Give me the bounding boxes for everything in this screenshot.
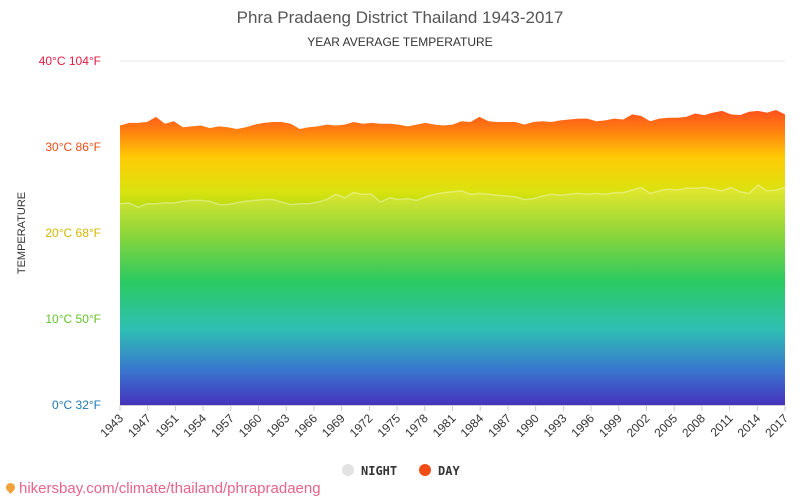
x-tick-label: 1966 — [291, 411, 320, 440]
x-tick-label: 1990 — [513, 411, 542, 440]
night-series-line — [119, 183, 786, 209]
y-tick-label: 10°C 50°F — [45, 312, 101, 326]
x-axis: 1943194719511954195719601963196619691972… — [97, 405, 791, 440]
y-tick-label: 20°C 68°F — [45, 226, 101, 240]
watermark-text: hikersbay.com/climate/thailand/phraprada… — [19, 480, 321, 497]
x-tick-label: 1981 — [430, 411, 459, 440]
x-tick-label: 2008 — [679, 411, 708, 440]
x-tick-label: 1978 — [402, 411, 431, 440]
y-axis: 0°C 32°F 10°C 50°F 20°C 68°F 30°C 86°F 40°C … — [39, 54, 101, 412]
x-tick-label: 1954 — [180, 411, 209, 440]
x-tick-label: 1975 — [374, 411, 403, 440]
location-pin-icon — [4, 481, 17, 494]
y-tick-label: 30°C 86°F — [45, 140, 101, 154]
y-axis-label: TEMPERATURE — [16, 192, 28, 274]
legend-marker — [419, 464, 431, 476]
y-tick-label: 0°C 32°F — [52, 398, 101, 412]
x-tick-label: 2005 — [652, 411, 681, 440]
x-tick-label: 1957 — [208, 411, 237, 440]
x-tick-label: 1972 — [347, 411, 376, 440]
day-series-area — [120, 110, 785, 406]
x-tick-label: 2014 — [735, 411, 764, 440]
x-tick-label: 2017 — [762, 411, 791, 440]
chart-title: Phra Pradaeng District Thailand 1943-201… — [236, 8, 564, 27]
x-tick-label: 1960 — [236, 411, 265, 440]
legend-item-night[interactable]: NIGHT — [342, 464, 397, 478]
x-tick-label: 1951 — [153, 411, 182, 440]
watermark[interactable]: hikersbay.com/climate/thailand/phraprada… — [4, 480, 321, 497]
x-tick-label: 1987 — [485, 411, 514, 440]
x-tick-label: 1969 — [319, 411, 348, 440]
x-tick-label: 2011 — [708, 411, 736, 439]
legend-label: NIGHT — [361, 464, 397, 478]
x-tick-label: 2002 — [624, 411, 653, 440]
x-tick-label: 1943 — [97, 411, 126, 440]
x-tick-label: 1999 — [596, 411, 625, 440]
chart-subtitle: YEAR AVERAGE TEMPERATURE — [307, 35, 493, 49]
x-tick-label: 1984 — [458, 411, 487, 440]
legend: NIGHT DAY — [342, 464, 460, 478]
legend-item-day[interactable]: DAY — [419, 464, 460, 478]
x-tick-label: 1996 — [568, 411, 597, 440]
legend-label: DAY — [438, 464, 460, 478]
night-series-area — [120, 184, 785, 405]
x-tick-label: 1993 — [541, 411, 570, 440]
series-layer — [119, 110, 786, 406]
x-tick-label: 1947 — [125, 411, 154, 440]
legend-marker — [342, 464, 354, 476]
y-tick-label: 40°C 104°F — [39, 54, 101, 68]
x-tick-label: 1963 — [264, 411, 293, 440]
